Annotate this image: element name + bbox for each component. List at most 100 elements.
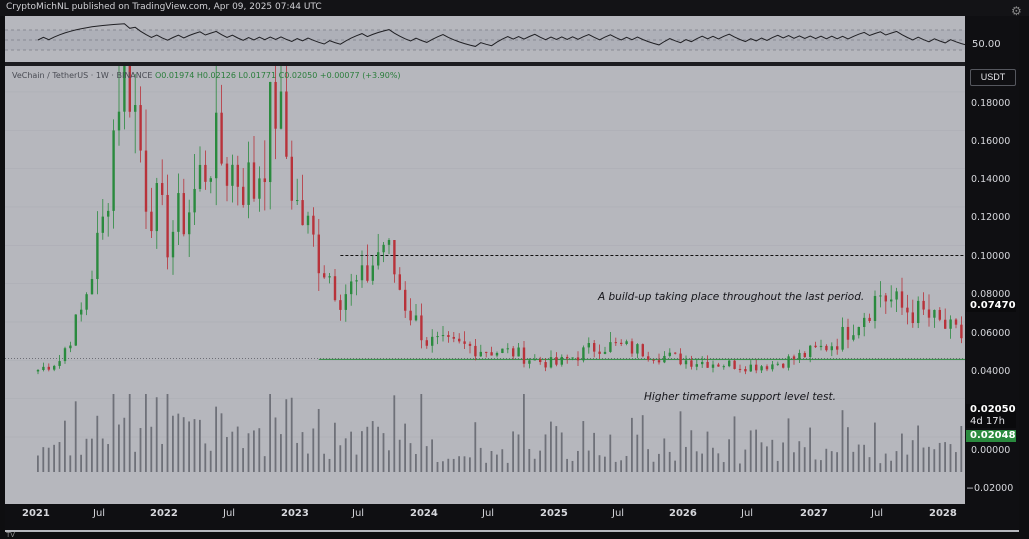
candle-body [954, 319, 958, 325]
currency-button[interactable]: USDT [970, 69, 1016, 86]
main-chart-pane[interactable] [5, 0, 1028, 504]
volume-bar [263, 456, 266, 472]
candle-body [263, 178, 266, 183]
volume-bar [533, 458, 536, 472]
volume-bar [517, 434, 520, 472]
volume-bar [155, 397, 158, 472]
volume-bar [733, 416, 736, 472]
legend-symbol: VeChain / TetherUS · 1W · BINANCE [12, 71, 153, 80]
volume-bar [485, 462, 487, 472]
volume-bar [744, 449, 747, 472]
candle-body [177, 193, 180, 232]
volume-bar [193, 419, 196, 472]
volume-bar [220, 413, 223, 472]
resistance-price-tag: 0.07470 [966, 300, 1016, 312]
volume-bar [717, 453, 720, 472]
candle-body [755, 364, 758, 371]
candle-body [895, 291, 898, 300]
volume-bar [695, 451, 698, 472]
volume-bar [798, 441, 801, 472]
volume-bar [722, 462, 725, 472]
volume-bar [814, 459, 817, 472]
volume-bar [690, 430, 693, 472]
candle-body [620, 342, 623, 344]
candle-body [760, 366, 763, 371]
volume-bar [172, 415, 174, 472]
candle-body [949, 319, 952, 329]
volume-bar [496, 454, 498, 472]
volume-bar [253, 430, 255, 472]
volume-bar [820, 460, 822, 472]
volume-bar [852, 451, 855, 472]
x-tick: 2022 [150, 508, 178, 519]
candle-body [857, 326, 860, 336]
volume-bar [436, 461, 439, 472]
pane-divider[interactable] [5, 62, 965, 66]
volume-bar [906, 454, 909, 472]
volume-bar [636, 434, 639, 472]
volume-bar [96, 415, 99, 472]
countdown-tag: 4d 17h [966, 416, 1016, 428]
candle-body [533, 359, 536, 361]
volume-bar [960, 425, 963, 472]
volume-bar [787, 418, 790, 472]
candle-body [744, 369, 747, 372]
x-tick: Jul [871, 508, 884, 519]
candle-body [150, 211, 153, 232]
x-tick: 2025 [540, 508, 568, 519]
time-axis[interactable] [5, 504, 965, 530]
y-tick: 0.14000 [971, 174, 1011, 185]
volume-bar [679, 411, 682, 472]
candle-body [36, 370, 40, 372]
candle-body [922, 300, 925, 310]
candle-body [371, 265, 374, 281]
x-tick: Jul [482, 508, 495, 519]
symbol-legend[interactable]: VeChain / TetherUS · 1W · BINANCE O0.019… [12, 71, 401, 80]
candle-body [236, 164, 239, 187]
candle-body [738, 368, 742, 370]
volume-bar [474, 422, 477, 472]
candle-body [225, 163, 229, 186]
volume-bar [863, 444, 865, 472]
candle-body [333, 276, 337, 301]
candle-body [323, 273, 326, 278]
legend-change: +0.00077 (+3.90%) [319, 71, 401, 80]
top-bar: CryptoMichNL published on TradingView.co… [0, 0, 1029, 16]
candle-body [555, 357, 558, 365]
volume-bar [528, 448, 531, 472]
candle-body [641, 344, 644, 357]
volume-bar [107, 444, 109, 472]
candle-body [544, 362, 547, 368]
volume-bar [42, 447, 45, 472]
candle-body [182, 193, 185, 235]
candle-body [247, 162, 250, 205]
volume-bar [58, 442, 61, 472]
volume-bar [150, 426, 153, 472]
volume-bar [199, 419, 201, 472]
volume-bar [420, 394, 423, 472]
volume-bar [301, 432, 304, 472]
x-tick: 2021 [22, 508, 50, 519]
volume-bar [668, 451, 671, 472]
volume-bar [112, 394, 115, 472]
price-axis[interactable] [965, 16, 1019, 530]
settings-icon[interactable]: ⚙ [1011, 4, 1022, 18]
x-tick: 2023 [281, 508, 309, 519]
candle-body [463, 341, 466, 344]
candle-body [220, 112, 223, 164]
candle-body [652, 359, 655, 361]
volume-bar [560, 432, 563, 472]
candle-body [776, 363, 779, 365]
grid [5, 53, 965, 438]
volume-bar [269, 394, 271, 472]
volume-bar [847, 427, 849, 472]
volume-bar [118, 424, 120, 472]
x-tick: Jul [93, 508, 106, 519]
candle-body [593, 342, 596, 352]
volume-bar [285, 399, 288, 472]
candle-body [890, 299, 893, 302]
candle-body [782, 363, 785, 368]
candle-body [398, 274, 401, 290]
candle-body [80, 309, 83, 315]
volume-bar [577, 450, 579, 472]
